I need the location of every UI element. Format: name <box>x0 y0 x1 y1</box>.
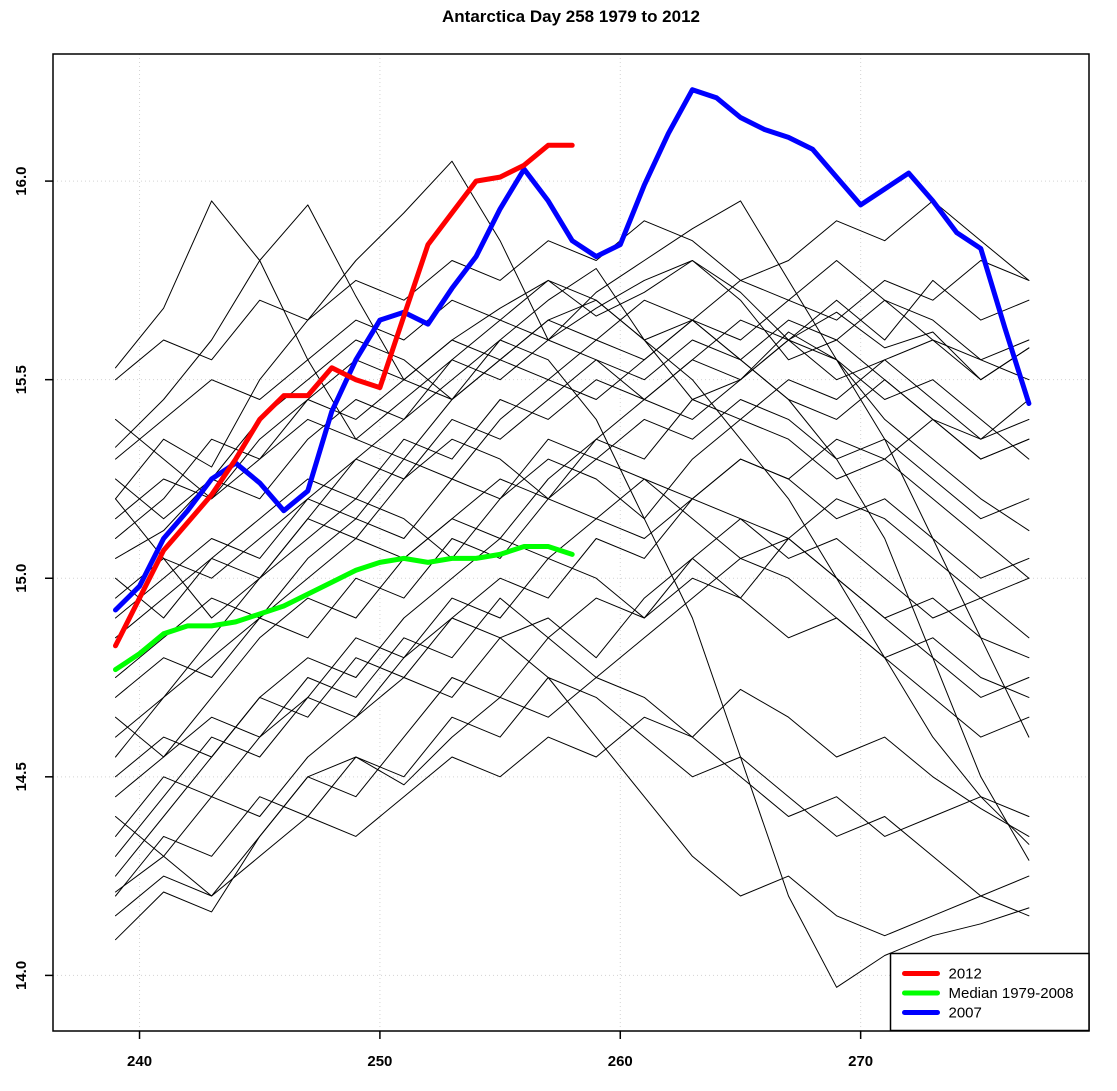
x-tick-label: 270 <box>848 1053 873 1070</box>
background-year-line <box>115 677 1030 917</box>
background-year-line <box>115 557 1030 798</box>
background-year-line <box>115 279 1030 639</box>
legend-label: Median 1979-2008 <box>949 985 1074 1002</box>
background-year-line <box>115 299 1030 520</box>
y-tick-label: 16.0 <box>13 166 30 195</box>
background-year-line <box>115 260 1030 520</box>
background-year-line <box>115 279 1030 845</box>
background-year-line <box>115 200 1030 532</box>
background-year-line <box>115 204 1030 448</box>
y-tick-label: 15.5 <box>13 365 30 394</box>
x-tick-label: 250 <box>367 1053 392 1070</box>
background-year-line <box>115 677 1030 941</box>
background-year-line <box>115 200 1030 381</box>
y-tick-label: 15.0 <box>13 564 30 593</box>
chart-title: Antarctica Day 258 1979 to 2012 <box>442 7 700 26</box>
background-year-line <box>115 538 1030 893</box>
background-year-line <box>115 458 1030 738</box>
series-line-median-1979-2008 <box>113 544 575 673</box>
series-line-2007 <box>113 87 1032 613</box>
background-year-line <box>115 399 1030 678</box>
plot-box <box>52 53 1090 1032</box>
x-tick-label: 260 <box>608 1053 633 1070</box>
y-tick-label: 14.5 <box>13 762 30 791</box>
background-year-line <box>115 160 1030 500</box>
legend-label: 2012 <box>949 966 982 983</box>
series-line-2012 <box>113 142 575 649</box>
background-year-line <box>115 339 1030 619</box>
background-year-line <box>115 339 1030 758</box>
background-year-line <box>115 299 1030 861</box>
background-year-line <box>115 339 1030 619</box>
x-tick-label: 240 <box>127 1053 152 1070</box>
background-year-line <box>115 716 1030 917</box>
background-year-line <box>115 458 1030 698</box>
legend-label: 2007 <box>949 1005 982 1022</box>
background-year-line <box>115 319 1030 500</box>
y-tick-label: 14.0 <box>13 961 30 990</box>
background-year-line <box>115 498 1030 778</box>
plot-area: 240 250 260 270 14.0 14.5 15.0 15.5 16.0 2012 Medi… <box>13 53 1090 1070</box>
background-year-line <box>115 617 1030 937</box>
background-year-line <box>115 260 1030 599</box>
background-year-line <box>115 399 1030 877</box>
